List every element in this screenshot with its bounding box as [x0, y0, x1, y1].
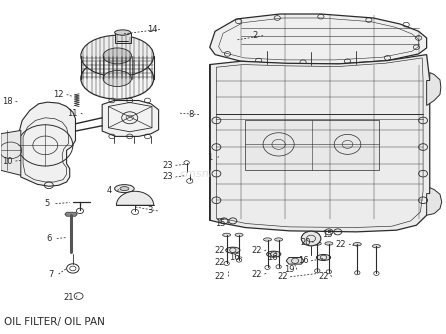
- Text: 7: 7: [48, 270, 53, 279]
- Text: 22: 22: [318, 272, 329, 281]
- Text: 22: 22: [277, 272, 287, 281]
- Polygon shape: [102, 101, 159, 136]
- Ellipse shape: [103, 48, 132, 64]
- Text: 15: 15: [322, 230, 333, 239]
- Ellipse shape: [120, 187, 129, 191]
- Text: 16: 16: [267, 253, 277, 262]
- Ellipse shape: [235, 233, 243, 236]
- Text: 3: 3: [147, 206, 153, 215]
- Text: 20: 20: [300, 238, 310, 247]
- Polygon shape: [210, 54, 430, 232]
- Text: OIL FILTER/ OIL PAN: OIL FILTER/ OIL PAN: [4, 317, 105, 327]
- Text: 16: 16: [229, 253, 240, 262]
- Ellipse shape: [264, 238, 272, 241]
- Ellipse shape: [275, 238, 283, 241]
- Text: 16: 16: [298, 256, 308, 265]
- Text: 6: 6: [46, 234, 52, 243]
- Polygon shape: [210, 14, 427, 64]
- Ellipse shape: [103, 70, 132, 87]
- Text: 22: 22: [335, 240, 346, 249]
- Ellipse shape: [353, 242, 361, 246]
- Text: 22: 22: [251, 246, 262, 255]
- Ellipse shape: [313, 242, 321, 245]
- Polygon shape: [65, 212, 77, 216]
- Text: 18: 18: [2, 97, 13, 106]
- Text: 22: 22: [251, 270, 262, 279]
- Polygon shape: [427, 72, 441, 106]
- Ellipse shape: [372, 244, 380, 248]
- Polygon shape: [115, 32, 131, 42]
- Text: 2: 2: [252, 31, 258, 40]
- Text: 22: 22: [214, 258, 225, 267]
- Text: 21: 21: [63, 293, 74, 302]
- Ellipse shape: [226, 247, 240, 253]
- Text: 22: 22: [214, 272, 225, 281]
- Polygon shape: [19, 102, 75, 186]
- Ellipse shape: [223, 233, 231, 236]
- Text: 10: 10: [2, 157, 13, 166]
- Text: 22: 22: [214, 246, 225, 255]
- Ellipse shape: [325, 242, 333, 245]
- Polygon shape: [1, 130, 21, 175]
- Text: cmsnl: cmsnl: [180, 169, 213, 179]
- Circle shape: [301, 231, 321, 246]
- Text: 1: 1: [207, 153, 212, 162]
- Text: 14: 14: [147, 25, 157, 34]
- Text: 19: 19: [284, 265, 294, 274]
- Text: 23: 23: [162, 172, 173, 181]
- Ellipse shape: [115, 185, 134, 193]
- Text: 15: 15: [215, 219, 226, 228]
- Text: 12: 12: [54, 90, 64, 99]
- Ellipse shape: [316, 255, 330, 261]
- Wedge shape: [116, 191, 154, 205]
- Ellipse shape: [115, 30, 131, 35]
- Text: 5: 5: [45, 199, 50, 208]
- Ellipse shape: [81, 35, 154, 76]
- Text: 8: 8: [188, 110, 194, 119]
- Polygon shape: [245, 121, 379, 170]
- Ellipse shape: [267, 251, 281, 257]
- Text: 23: 23: [162, 161, 173, 170]
- Polygon shape: [286, 258, 304, 264]
- Ellipse shape: [81, 58, 154, 99]
- Text: 4: 4: [107, 186, 112, 195]
- Polygon shape: [427, 188, 442, 215]
- Text: 11: 11: [68, 109, 78, 118]
